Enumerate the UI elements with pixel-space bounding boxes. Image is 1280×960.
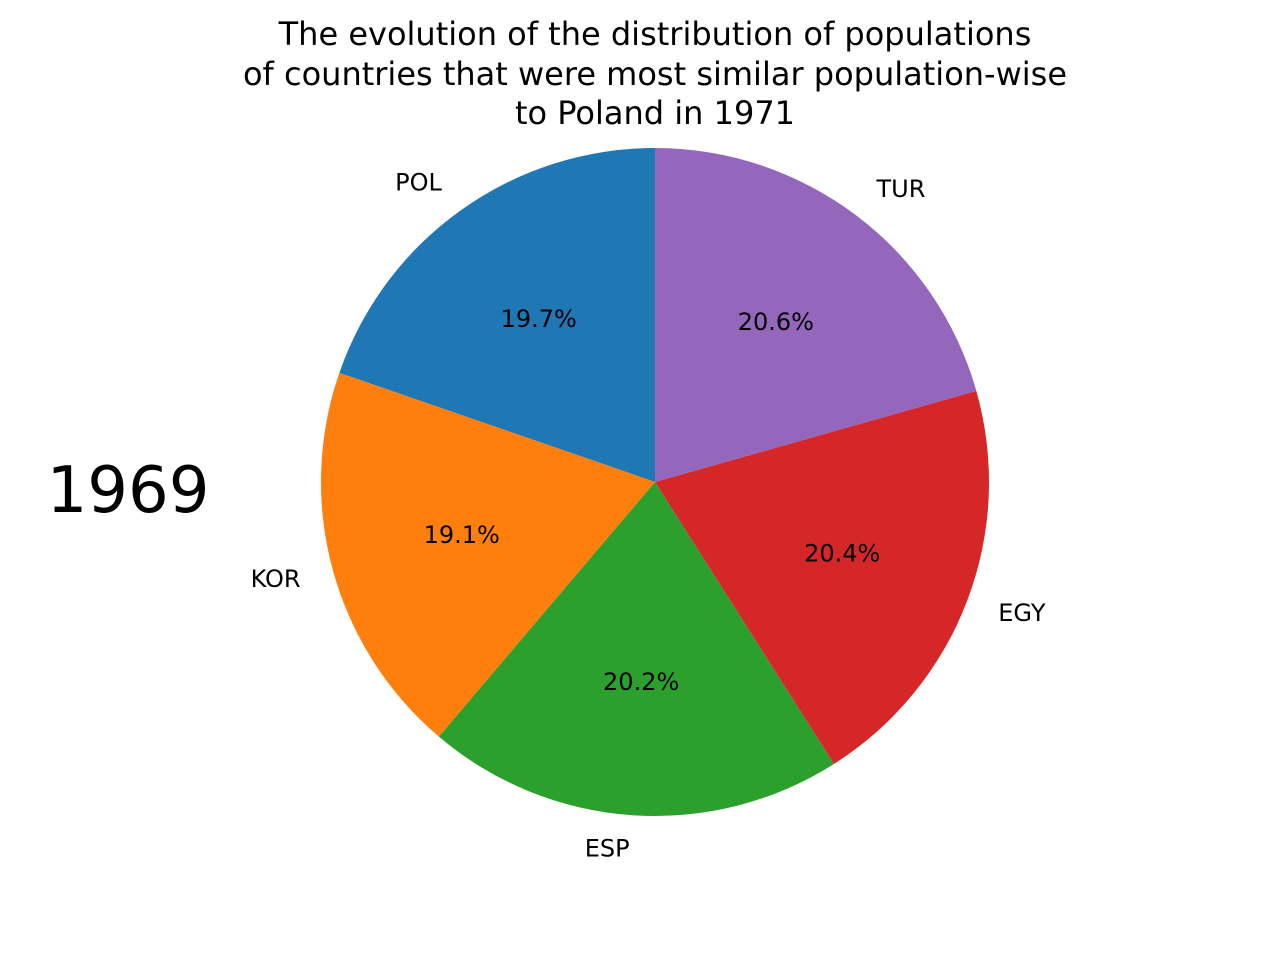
pie-slice-egy <box>655 390 989 765</box>
pie-slice-pol <box>339 148 655 482</box>
chart-title: The evolution of the distribution of pop… <box>243 15 1067 132</box>
pie-slice-tur <box>655 148 977 482</box>
slice-percent-kor: 19.1% <box>424 521 500 549</box>
slice-percent-egy: 20.4% <box>804 539 880 567</box>
title-line-1: The evolution of the distribution of pop… <box>278 15 1032 53</box>
slice-labels: POL KOR ESP EGY TUR <box>251 169 1046 863</box>
title-line-2: of countries that were most similar popu… <box>243 55 1067 93</box>
pie-slice-esp <box>438 482 834 816</box>
slice-label-tur: TUR <box>876 175 926 203</box>
pie-slices <box>320 148 989 816</box>
slice-percent-labels: 19.7% 19.1% 20.2% 20.4% 20.6% <box>424 305 881 696</box>
year-label: 1969 <box>47 454 210 528</box>
slice-percent-esp: 20.2% <box>603 668 679 696</box>
slice-label-pol: POL <box>395 169 442 197</box>
slice-percent-tur: 20.6% <box>738 308 814 336</box>
slice-label-egy: EGY <box>998 599 1046 627</box>
slice-label-kor: KOR <box>251 565 301 593</box>
pie-slice-kor <box>320 372 655 737</box>
title-line-3: to Poland in 1971 <box>515 94 795 132</box>
slice-percent-pol: 19.7% <box>501 305 577 333</box>
slice-label-esp: ESP <box>585 835 630 863</box>
